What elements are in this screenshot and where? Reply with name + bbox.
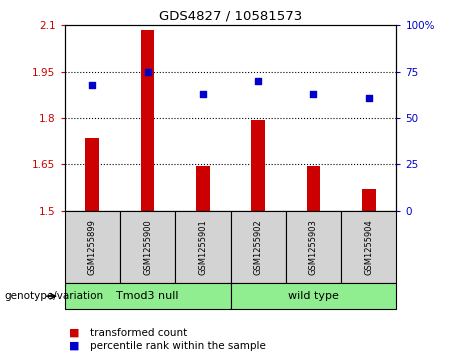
Text: ■: ■ <box>69 328 80 338</box>
Text: GSM1255902: GSM1255902 <box>254 219 263 275</box>
Bar <box>307 166 320 211</box>
Point <box>144 69 151 75</box>
Point <box>254 78 262 84</box>
Point <box>310 91 317 97</box>
Text: GSM1255901: GSM1255901 <box>198 219 207 275</box>
Text: GSM1255899: GSM1255899 <box>88 219 97 275</box>
Point <box>365 95 372 101</box>
Bar <box>141 30 154 211</box>
Text: Tmod3 null: Tmod3 null <box>116 291 179 301</box>
Text: GSM1255904: GSM1255904 <box>364 219 373 275</box>
Text: GSM1255903: GSM1255903 <box>309 219 318 275</box>
Text: wild type: wild type <box>288 291 339 301</box>
Point <box>199 91 207 97</box>
Text: percentile rank within the sample: percentile rank within the sample <box>90 340 266 351</box>
Text: transformed count: transformed count <box>90 328 187 338</box>
Title: GDS4827 / 10581573: GDS4827 / 10581573 <box>159 10 302 23</box>
Bar <box>251 119 265 211</box>
Text: genotype/variation: genotype/variation <box>5 291 104 301</box>
Point <box>89 82 96 87</box>
Text: ■: ■ <box>69 340 80 351</box>
Text: GSM1255900: GSM1255900 <box>143 219 152 275</box>
Bar <box>362 189 376 211</box>
Bar <box>85 138 99 211</box>
Bar <box>196 166 210 211</box>
